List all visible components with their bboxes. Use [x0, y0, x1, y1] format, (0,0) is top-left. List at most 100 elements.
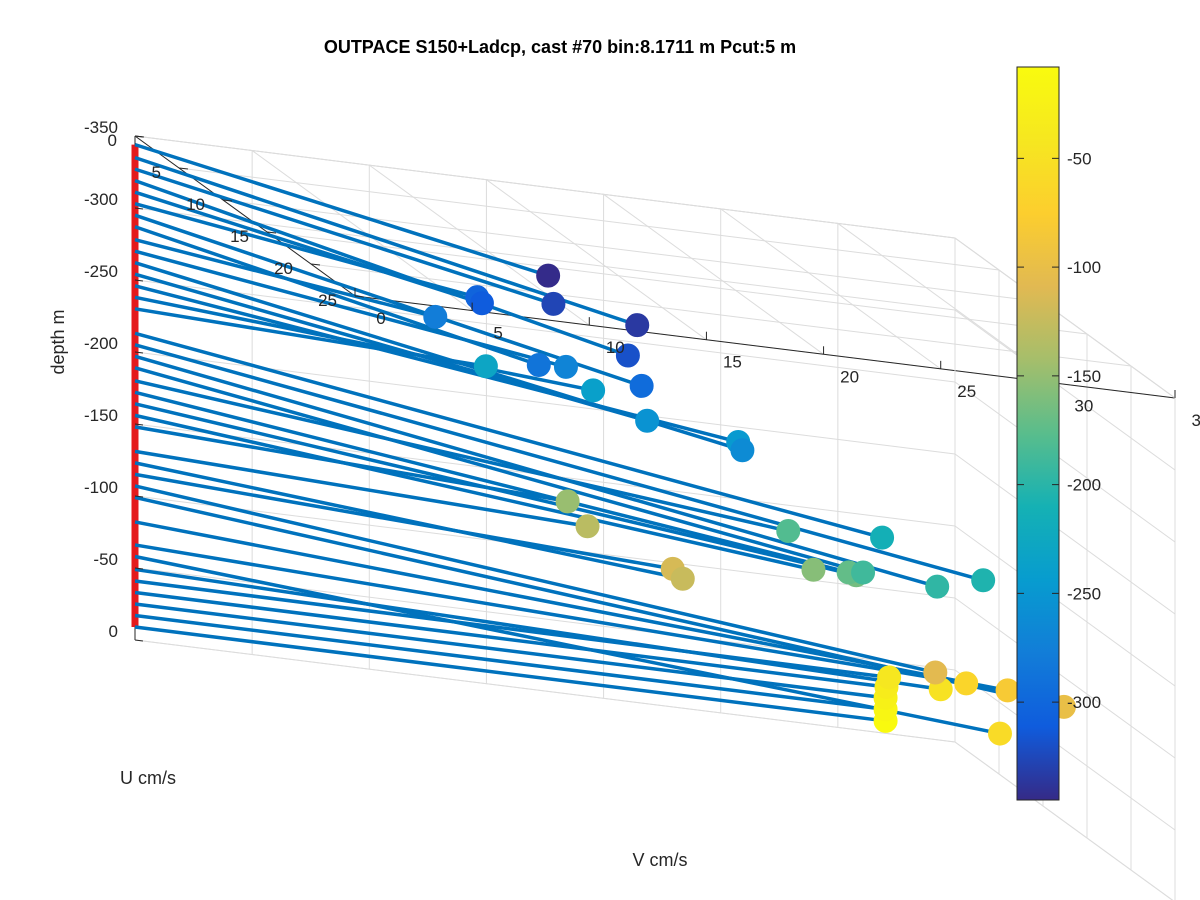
velocity-line	[134, 178, 629, 358]
colorbar-tick-label: -100	[1067, 258, 1101, 277]
velocity-line	[134, 543, 967, 686]
velocity-line	[134, 379, 789, 533]
velocity-line	[134, 167, 554, 306]
velocity-point	[526, 353, 551, 378]
velocity-line	[134, 567, 941, 692]
velocity-point	[629, 373, 654, 398]
z-axis-label: depth m	[48, 309, 68, 374]
z-tick-mark	[134, 567, 144, 570]
velocity-point	[536, 263, 561, 288]
velocity-line	[134, 225, 540, 367]
x-axis-label: V cm/s	[632, 850, 687, 870]
velocity-point	[553, 354, 578, 379]
z-tick-mark	[134, 351, 144, 354]
z-tick-mark	[134, 207, 144, 210]
velocity-point	[987, 721, 1012, 746]
floor-grid-line	[486, 179, 707, 341]
velocity-lines	[134, 142, 1065, 736]
velocity-line	[134, 213, 643, 388]
velocity-point	[730, 438, 755, 463]
box-edge	[134, 135, 956, 239]
velocity-line	[134, 343, 984, 582]
side-wall-grid-line	[954, 669, 1176, 831]
z-tick-mark	[134, 495, 144, 498]
velocity-point	[423, 304, 448, 329]
x-tick-label: 5	[493, 324, 502, 343]
velocity-line	[134, 472, 674, 571]
velocity-line	[134, 249, 567, 369]
x-tick-label: 30	[1074, 396, 1093, 415]
velocity-point	[555, 489, 580, 514]
z-tick-label: -150	[84, 406, 118, 425]
y-tick-label: 0	[108, 131, 117, 150]
back-wall-grid-line	[134, 207, 956, 311]
z-tick-label: -100	[84, 478, 118, 497]
velocity-line	[134, 366, 864, 575]
z-tick-mark	[134, 639, 144, 642]
z-tick-mark	[134, 279, 144, 282]
z-tick-label: -300	[84, 190, 118, 209]
box-edge	[134, 639, 956, 743]
box-edge	[954, 741, 1174, 900]
colorbar-tick-label: -250	[1067, 584, 1101, 603]
x-tick-label: 25	[957, 382, 976, 401]
velocity-line	[134, 331, 883, 540]
velocity-line	[134, 449, 588, 528]
z-tick-label: -50	[93, 550, 118, 569]
y-tick-label: 20	[274, 259, 293, 278]
tick-labels: 0 5 10 15 20 25 30 35 0 5 10 15 20 25 0 -50 -100 -150 -200…	[84, 118, 1200, 642]
colorbar-tick-label: -50	[1067, 149, 1092, 168]
velocity-point	[670, 566, 695, 591]
colorbar-tick-label: -300	[1067, 693, 1101, 712]
x-tick-label: 10	[606, 338, 625, 357]
velocity-point	[473, 354, 498, 379]
x-tick-label: 35	[1192, 411, 1200, 430]
y-tick-label: 15	[230, 227, 249, 246]
x-tick-label: 20	[840, 367, 859, 386]
velocity-line	[134, 402, 857, 577]
y-tick-mark	[310, 263, 321, 266]
y-tick-label: 25	[318, 291, 337, 310]
y-axis-line	[134, 135, 356, 297]
x-tick-label: 15	[723, 353, 742, 372]
velocity-line	[134, 590, 887, 689]
z-tick-label: 0	[109, 622, 118, 641]
velocity-point	[541, 291, 566, 316]
velocity-line	[134, 613, 886, 712]
velocity-line	[134, 461, 684, 581]
velocity-point	[925, 574, 950, 599]
y-tick-mark	[222, 199, 233, 202]
velocity-point	[469, 291, 494, 316]
velocity-line	[134, 390, 850, 575]
velocity-point	[625, 313, 650, 338]
colorbar-tick-label: -200	[1067, 476, 1101, 495]
floor-grid-line	[310, 263, 1132, 367]
z-tick-mark	[134, 135, 144, 138]
z-tick-label: -200	[84, 334, 118, 353]
colorbar-ticks: -50 -100 -150 -200 -250 -300	[1017, 149, 1101, 712]
y-tick-label: 5	[152, 163, 161, 182]
colorbar: -50 -100 -150 -200 -250 -300	[1016, 66, 1101, 801]
y-tick-label: 10	[186, 195, 205, 214]
velocity-line	[134, 413, 814, 572]
z-tick-label: -250	[84, 262, 118, 281]
y-tick-mark	[354, 295, 365, 298]
velocity-point	[971, 568, 996, 593]
side-wall-grid-line	[954, 453, 1176, 615]
velocity-point	[575, 514, 600, 539]
x-tick-label: 0	[376, 309, 385, 328]
velocity-line	[134, 354, 938, 589]
colorbar-tick-label: -150	[1067, 367, 1101, 386]
side-wall-grid-line	[954, 309, 1176, 471]
velocity-line	[134, 602, 886, 700]
velocity-point	[870, 525, 895, 550]
y-tick-mark	[178, 167, 189, 170]
velocity-point	[877, 665, 902, 690]
back-wall-grid-line	[134, 279, 956, 383]
chart-title: OUTPACE S150+Ladcp, cast #70 bin:8.1711 …	[324, 37, 796, 57]
velocity-point	[776, 519, 801, 544]
side-wall-grid-line	[954, 525, 1176, 687]
z-tick-mark	[134, 423, 144, 426]
velocity-point	[615, 343, 640, 368]
